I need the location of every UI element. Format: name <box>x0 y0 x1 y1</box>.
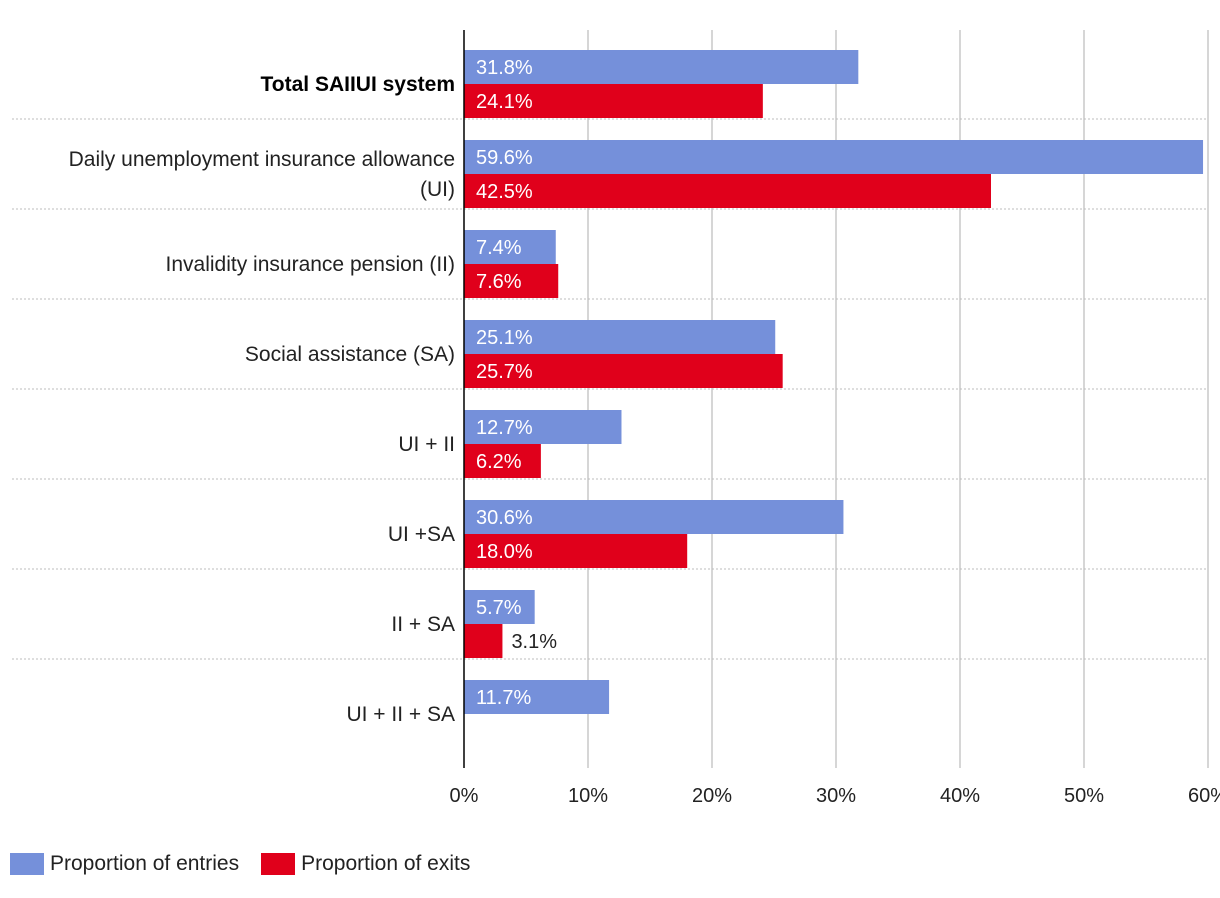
bar-exits <box>464 264 559 298</box>
legend-item-entries: Proportion of entries <box>10 852 239 876</box>
bar-value-label: 11.7% <box>476 687 531 709</box>
bar-exits <box>464 624 503 658</box>
bar-exits <box>464 354 783 388</box>
legend-swatch-exits <box>261 853 296 875</box>
category-label: II + SA <box>391 613 455 636</box>
bar-exits <box>464 174 991 208</box>
category-label: UI + II + SA <box>346 703 455 726</box>
legend-label-entries: Proportion of entries <box>50 852 240 875</box>
category-label: Invalidity insurance pension (II) <box>166 253 455 276</box>
category-label: Total SAIIUI system <box>261 73 456 96</box>
category-separators <box>12 118 1208 660</box>
x-tick-label: 60% <box>1188 785 1220 807</box>
bar-value-label: 25.7% <box>476 361 533 383</box>
bar-entries <box>464 140 1204 174</box>
bar-exits <box>464 444 541 478</box>
bar-value-label: 7.4% <box>476 237 522 259</box>
x-tick-label: 0% <box>450 785 479 807</box>
x-axis-tick-labels: 0% 10% 20% 30% 40% 50% 60% <box>450 785 1220 807</box>
category-label: (UI) <box>420 178 455 201</box>
bars: 31.8% 24.1% 59.6% 42.5% 7.4% 7.6% 25.1% 25.7% 12… <box>464 50 1204 714</box>
bar-value-label: 7.6% <box>476 271 522 293</box>
x-tick-label: 40% <box>940 785 980 807</box>
category-label: Daily unemployment insurance allowance <box>69 148 455 171</box>
bar-value-label: 42.5% <box>476 181 533 203</box>
x-tick-label: 50% <box>1064 785 1104 807</box>
bar-entries <box>464 680 610 714</box>
bar-exits <box>464 84 763 118</box>
bar-exits <box>464 534 688 568</box>
category-label: UI + II <box>398 433 455 456</box>
bar-value-label: 30.6% <box>476 507 533 529</box>
bar-value-label: 6.2% <box>476 451 522 473</box>
bar-entries <box>464 50 859 84</box>
bar-value-label: 3.1% <box>511 631 557 653</box>
bar-entries <box>464 320 776 354</box>
legend: Proportion of entries Proportion of exit… <box>10 852 492 876</box>
legend-item-exits: Proportion of exits <box>261 852 470 876</box>
legend-swatch-entries <box>10 853 44 875</box>
x-tick-label: 10% <box>568 785 608 807</box>
bar-value-label: 59.6% <box>476 147 533 169</box>
x-tick-label: 30% <box>816 785 856 807</box>
category-label: Social assistance (SA) <box>245 343 455 366</box>
bar-value-label: 12.7% <box>476 417 533 439</box>
bar-value-label: 18.0% <box>476 541 533 563</box>
bar-value-label: 5.7% <box>476 597 522 619</box>
bar-value-label: 31.8% <box>476 57 533 79</box>
category-labels: Total SAIIUI system Daily unemployment in… <box>69 73 455 726</box>
bar-entries <box>464 230 556 264</box>
category-label: UI +SA <box>388 523 455 546</box>
bar-value-label: 25.1% <box>476 327 533 349</box>
legend-label-exits: Proportion of exits <box>301 852 471 875</box>
x-tick-label: 20% <box>692 785 732 807</box>
bar-entries <box>464 590 535 624</box>
bar-entries <box>464 410 622 444</box>
bar-entries <box>464 500 844 534</box>
bar-value-label: 24.1% <box>476 91 533 113</box>
